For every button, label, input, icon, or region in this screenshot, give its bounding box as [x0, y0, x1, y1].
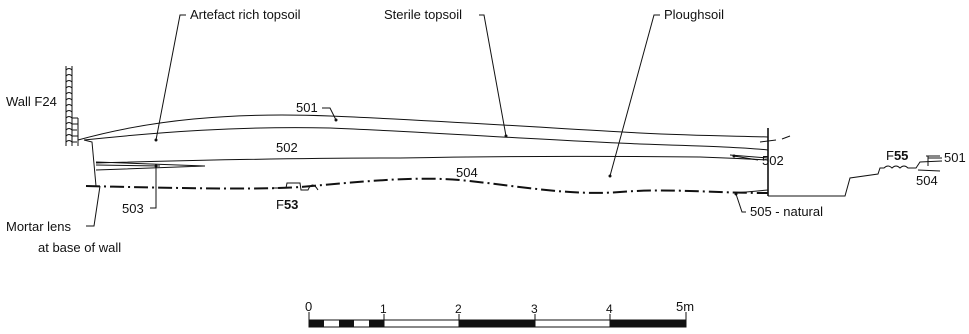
scale-tick-2: 2 [455, 302, 462, 316]
label-f55-501: 501 [944, 150, 966, 165]
leader-lines [86, 14, 942, 227]
label-mortar-1: Mortar lens [6, 219, 72, 234]
layer-points [154, 118, 738, 196]
label-f55-num: 55 [894, 148, 908, 163]
wall-f24 [65, 66, 79, 146]
scale-tick-5m: 5m [676, 299, 694, 314]
scale-tick-4: 4 [606, 302, 613, 316]
label-f53-num: 53 [284, 197, 298, 212]
layer-boundaries [77, 114, 791, 196]
label-f53: F53 [276, 197, 298, 212]
scale-bar [308, 312, 687, 328]
label-503: 503 [122, 201, 144, 216]
label-f55-prefix: F [886, 148, 894, 163]
label-501: 501 [296, 100, 318, 115]
feature-f53 [272, 182, 319, 191]
scale-tick-0: 0 [305, 299, 312, 314]
label-502-left: 502 [276, 140, 298, 155]
label-sterile-topsoil: Sterile topsoil [384, 7, 462, 22]
label-504: 504 [456, 165, 478, 180]
label-wall: Wall F24 [6, 94, 57, 109]
label-artefact-topsoil: Artefact rich topsoil [190, 7, 301, 22]
label-505: 505 - natural [750, 204, 823, 219]
label-502-right: 502 [762, 153, 784, 168]
label-f53-prefix: F [276, 197, 284, 212]
scale-tick-1: 1 [380, 302, 387, 316]
label-mortar-2: at base of wall [38, 240, 121, 255]
label-f55-504: 504 [916, 173, 938, 188]
label-ploughsoil: Ploughsoil [664, 7, 724, 22]
label-f55: F55 [886, 148, 908, 163]
scale-tick-3: 3 [531, 302, 538, 316]
